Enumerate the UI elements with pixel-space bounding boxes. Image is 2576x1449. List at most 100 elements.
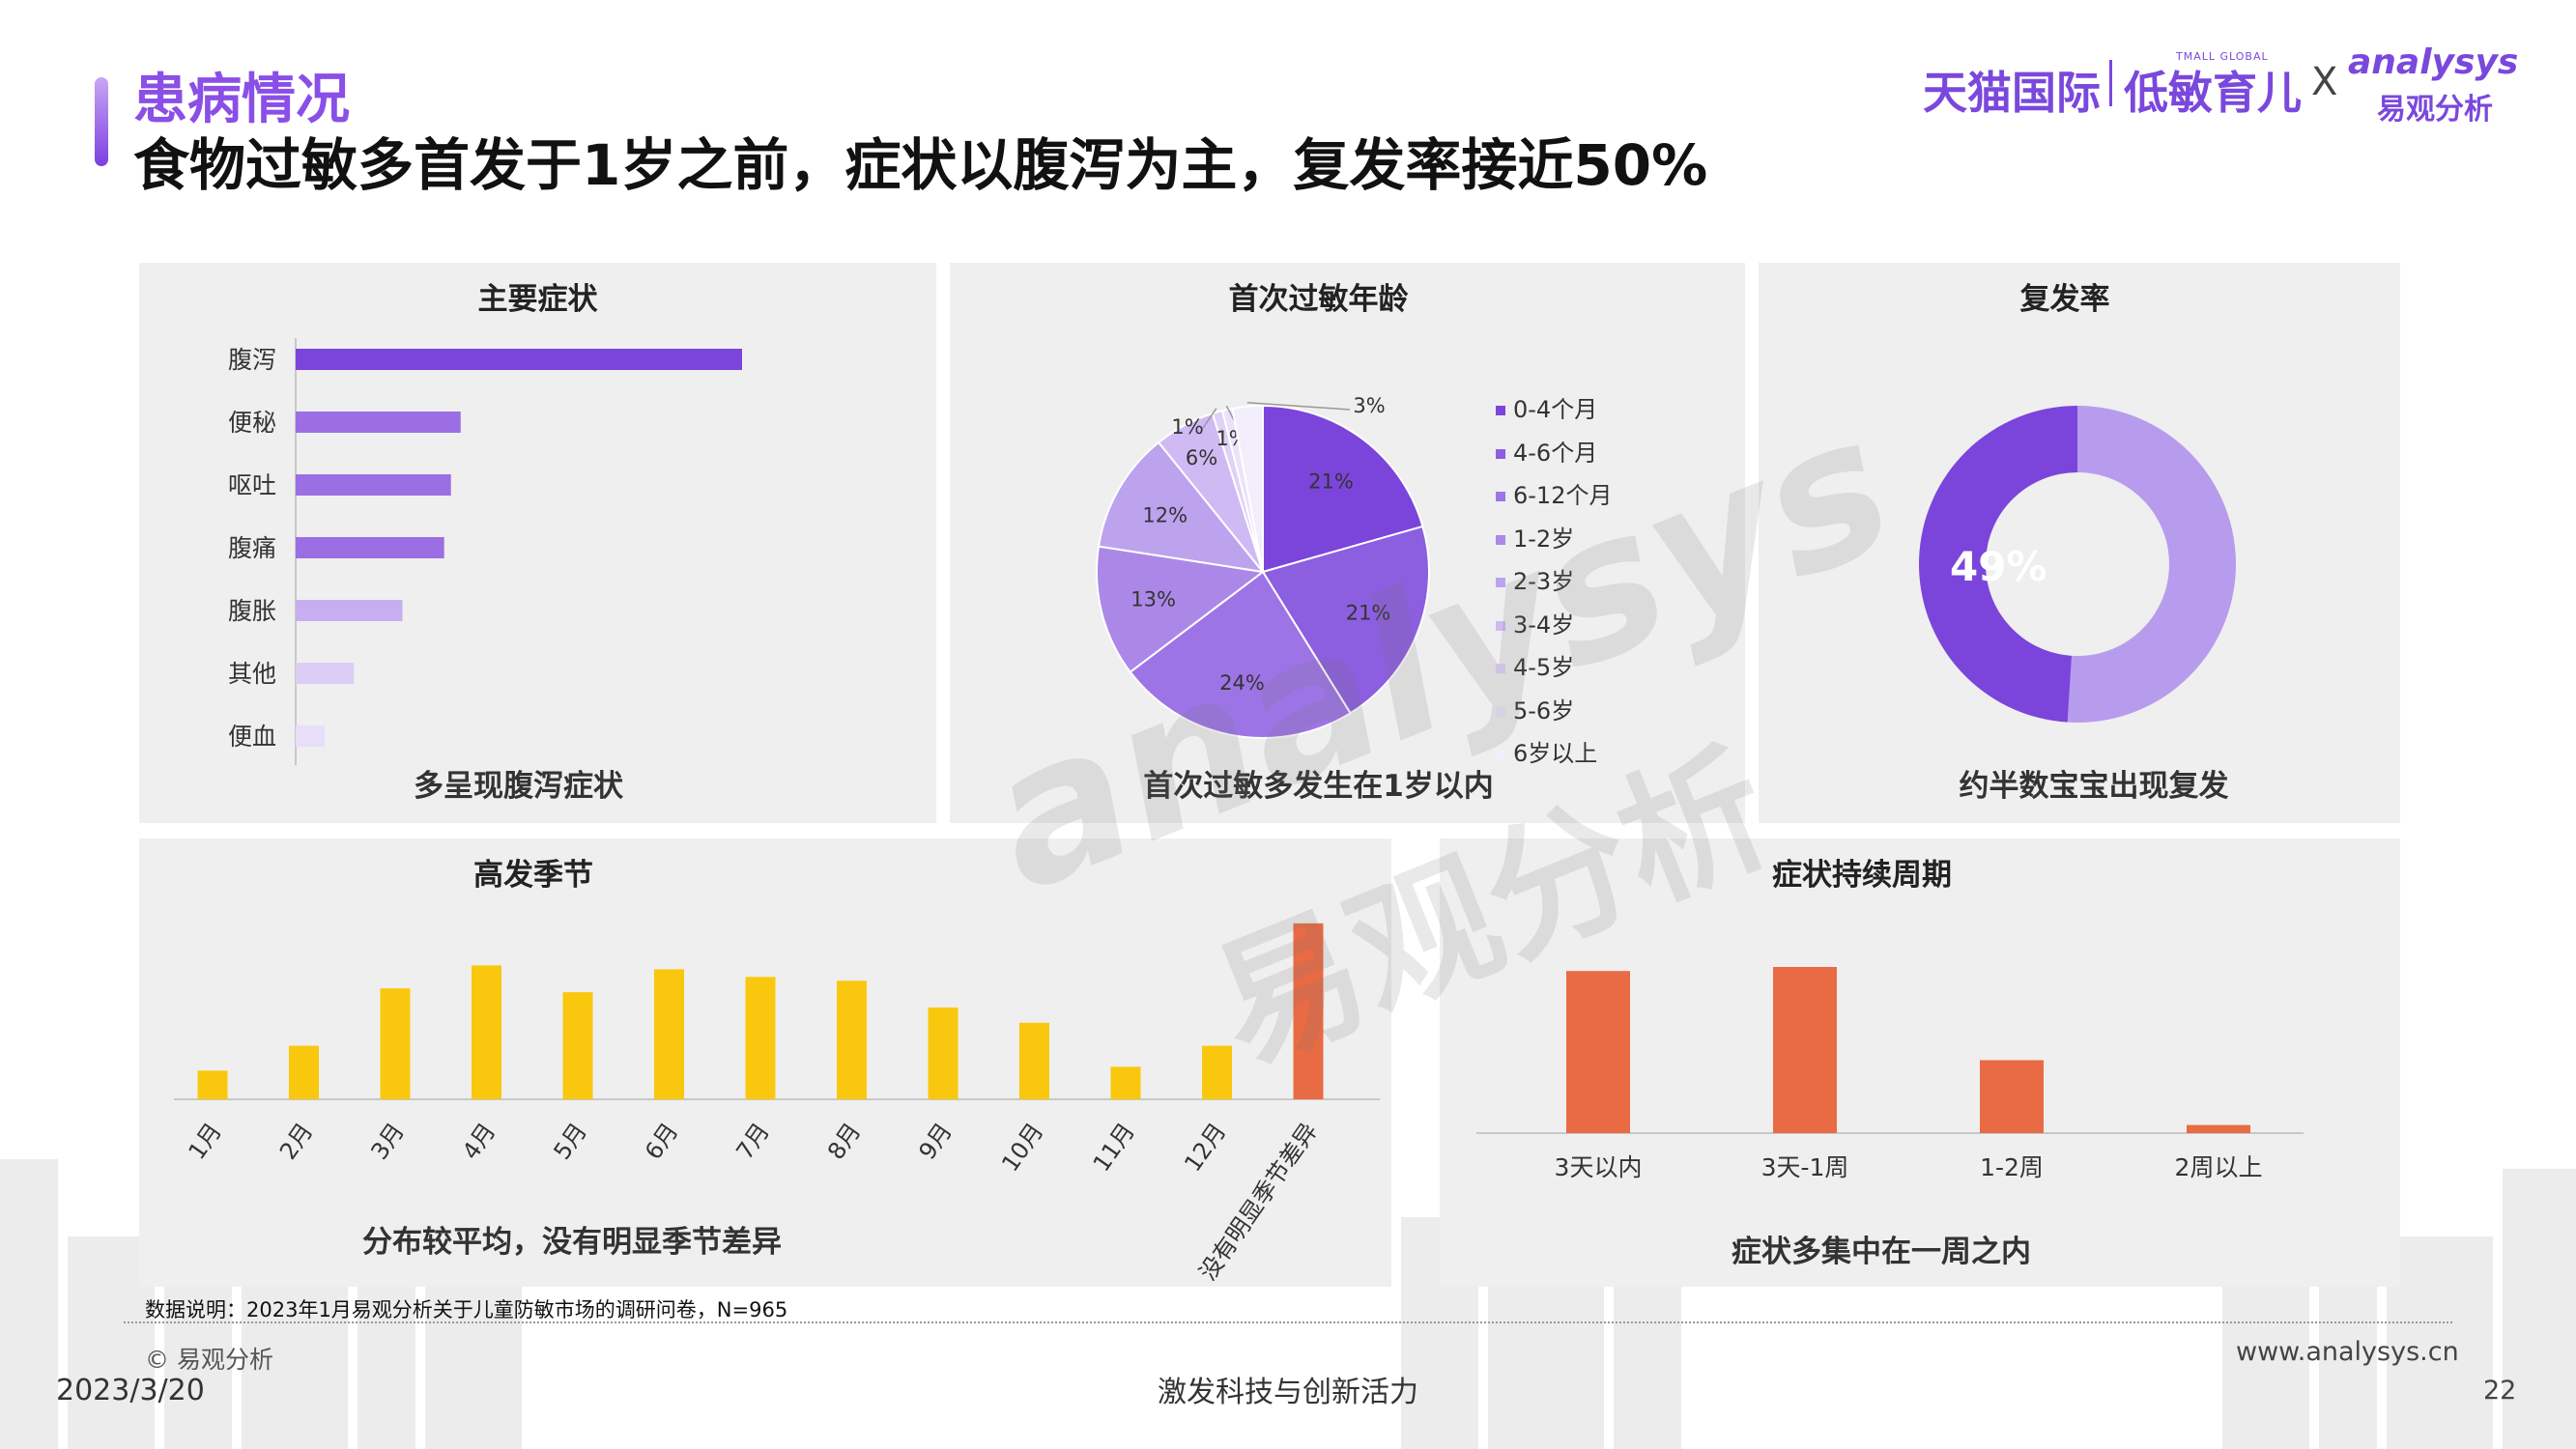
panel-title: 复发率 [2019,282,2110,317]
season-bar [928,1007,959,1099]
section-title: 患病情况 [133,69,350,131]
season-tick-label: 10月 [996,1118,1048,1177]
legend-item: 6-12个月 [1496,476,1612,510]
analysys-cn-logo: 易观分析 [2377,93,2493,127]
duration-bar [1773,967,1837,1133]
legend-swatch [1496,448,1505,459]
tmall-logo-text: 天猫国际 [1923,67,2101,119]
season-bar [837,980,867,1099]
website-link[interactable]: www.analysys.cn [2236,1337,2459,1367]
season-tick-label: 11月 [1088,1118,1140,1177]
season-tick-label: 9月 [913,1118,957,1164]
season-tick-label: 3月 [365,1118,409,1164]
symptom-bar [296,663,355,684]
symptom-label: 腹痛 [228,534,276,562]
season-bar [197,1070,228,1099]
donut-value-label: 49% [1950,543,2047,590]
data-note: 数据说明：2023年1月易观分析关于儿童防敏市场的调研问卷，N=965 [145,1298,788,1321]
panel-title: 首次过敏年龄 [1228,282,1409,317]
pie-data-label: 21% [1346,601,1391,624]
panel-footnote: 首次过敏多发生在1岁以内 [1143,769,1494,804]
season-tick-label: 1月 [183,1118,226,1164]
symptom-bar [296,600,403,621]
season-tick-label: 5月 [548,1118,591,1164]
tagline: 激发科技与创新活力 [1158,1376,1418,1409]
duration-bar-chart: 3天以内 3天-1周 1-2周 2周以上 [1476,967,2304,1181]
analysys-logo: analysys [2348,43,2519,82]
duration-tick-label: 1-2周 [1980,1153,2044,1181]
season-bar [472,965,501,1099]
pie-slice [1262,404,1424,574]
section-accent-bar [95,77,108,166]
age-pie-chart: 21%21%24%13%12%6%1% 1%3% [1096,394,1430,739]
legend-swatch [1496,750,1505,759]
legend-swatch [1496,578,1505,587]
duration-tick-label: 2周以上 [2175,1153,2263,1181]
donut-segment [1919,406,2077,723]
legend-item: 0-4个月 [1496,390,1597,424]
season-bar [1019,1022,1049,1099]
panel-footnote: 多呈现腹泻症状 [414,769,623,804]
pie-leader-line [1200,408,1217,432]
season-bar [745,977,776,1099]
symptom-label: 便血 [228,723,276,751]
legend-label: 6-12个月 [1513,482,1613,509]
legend-label: 2-3岁 [1513,568,1575,595]
symptom-label: 便秘 [228,409,276,437]
legend-swatch [1496,534,1505,545]
season-bar [1293,923,1324,1099]
panel-footnote: 约半数宝宝出现复发 [1959,769,2229,804]
pie-slice [1231,404,1264,573]
pie-leader-line [1246,402,1351,411]
page-number: 22 [2483,1376,2517,1406]
pie-data-label: 6% [1186,446,1217,469]
legend-swatch [1496,706,1505,717]
legend-label: 1-2岁 [1513,525,1575,553]
legend-label: 5-6岁 [1513,696,1575,724]
copyright: © 易观分析 [145,1346,273,1374]
symptom-bar [296,537,444,558]
legend-label: 0-4个月 [1513,396,1598,423]
panel-title: 主要症状 [477,282,598,317]
symptom-bar [296,349,742,370]
pie-slice [1096,545,1266,674]
duration-bar [1566,971,1630,1133]
pie-data-label: 21% [1308,470,1354,494]
pie-slice [1129,570,1352,739]
season-tick-label: 2月 [274,1118,318,1164]
duration-tick-label: 3天-1周 [1761,1153,1849,1181]
report-date: 2023/3/20 [56,1374,205,1407]
tmall-global-tag: TMALL GLOBAL [2176,50,2269,63]
panel-recurrence: 复发率 49% 约半数宝宝出现复发 [1759,263,2400,823]
footer-divider [124,1321,2452,1323]
season-tick-label: 4月 [457,1118,501,1164]
legend-label: 3-4岁 [1513,611,1575,639]
legend-item: 3-4岁 [1496,606,1574,639]
season-bar [289,1045,319,1099]
season-bar [1202,1045,1232,1099]
symptom-bar [296,725,326,747]
panel-title: 高发季节 [473,858,593,893]
duration-bar [2187,1124,2250,1133]
duration-bar [1980,1060,2044,1133]
legend-label: 6岁以上 [1513,740,1598,767]
season-tick-label: 6月 [640,1118,683,1164]
season-bar [1110,1066,1141,1099]
symptom-label: 其他 [228,660,276,688]
brand-subtitle: 低敏育儿 [2124,67,2302,119]
pie-data-label: 1% [1171,415,1203,439]
panel-season: 高发季节 1月 2月 3月 4月 5月 6月 7月 8月 9月 10月 11月 12月 没有明显季节差异… [139,838,1391,1287]
symptom-bar [296,412,461,433]
brand-cross: X [2311,60,2338,104]
panel-first-age: 首次过敏年龄 21% 21% 24% 13% 12% 6% 1% 1% 3% 0-4个月 4-6个… [950,263,1745,823]
donut-segment [2067,406,2236,723]
brand-separator [2109,60,2112,106]
legend-item: 5-6岁 [1496,692,1574,725]
season-tick-label: 12月 [1179,1118,1231,1177]
pie-data-label: 12% [1142,504,1188,527]
pie-data-label: 13% [1131,588,1176,611]
legend-swatch [1496,406,1505,415]
pie-data-label: 24% [1219,671,1265,695]
